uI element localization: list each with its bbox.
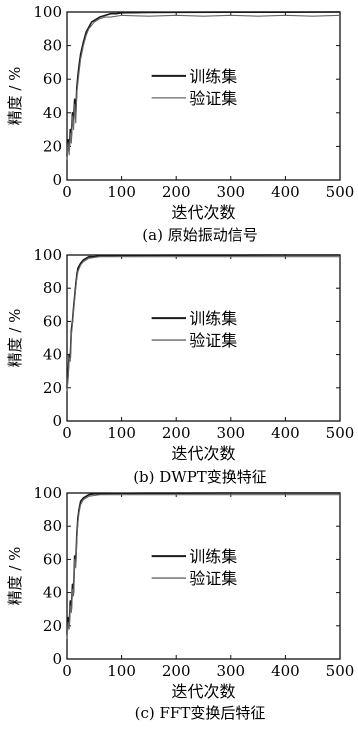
x-tick-label: 300: [216, 183, 245, 201]
legend-label: 验证集: [189, 569, 237, 588]
y-axis-label: 精度 / %: [6, 547, 24, 606]
y-axis-label: 精度 / %: [6, 67, 24, 126]
x-tick-label: 100: [107, 424, 136, 442]
y-tick-label: 80: [43, 517, 62, 535]
y-tick-label: 100: [33, 484, 62, 502]
y-tick-label: 20: [43, 379, 62, 397]
chart-caption: (b) DWPT变换特征: [133, 468, 267, 486]
x-axis-label: 迭代次数: [171, 682, 235, 701]
x-tick-label: 100: [107, 183, 136, 201]
legend-label: 训练集: [189, 67, 237, 86]
legend-label: 训练集: [189, 309, 237, 328]
y-tick-label: 0: [52, 412, 62, 430]
x-tick-label: 300: [216, 662, 245, 680]
y-tick-label: 100: [33, 3, 62, 21]
x-tick-label: 200: [162, 424, 191, 442]
x-tick-label: 0: [62, 183, 72, 201]
x-tick-label: 500: [326, 424, 355, 442]
y-tick-label: 60: [43, 70, 62, 88]
y-tick-label: 60: [43, 312, 62, 330]
x-axis-label: 迭代次数: [171, 203, 235, 222]
x-tick-label: 100: [107, 662, 136, 680]
x-tick-label: 0: [62, 424, 72, 442]
y-tick-label: 100: [33, 246, 62, 264]
legend-label: 验证集: [189, 331, 237, 350]
x-tick-label: 200: [162, 183, 191, 201]
x-tick-label: 500: [326, 183, 355, 201]
chart-caption: (a) 原始振动信号: [142, 226, 257, 244]
y-tick-label: 20: [43, 137, 62, 155]
y-tick-label: 60: [43, 550, 62, 568]
x-axis-label: 迭代次数: [171, 444, 235, 463]
x-tick-label: 500: [326, 662, 355, 680]
y-tick-label: 80: [43, 37, 62, 55]
chart-caption: (c) FFT变换后特征: [135, 704, 266, 722]
x-tick-label: 400: [271, 424, 300, 442]
legend-label: 训练集: [189, 547, 237, 566]
series-line-val: [66, 494, 340, 640]
y-tick-label: 40: [43, 104, 62, 122]
y-tick-label: 40: [43, 584, 62, 602]
y-tick-label: 0: [52, 650, 62, 668]
x-tick-label: 400: [271, 662, 300, 680]
x-tick-label: 400: [271, 183, 300, 201]
y-tick-label: 40: [43, 346, 62, 364]
x-tick-label: 0: [62, 662, 72, 680]
series-line-val: [66, 14, 341, 160]
y-axis-label: 精度 / %: [6, 309, 24, 368]
y-tick-label: 20: [43, 617, 62, 635]
series-line-val: [66, 256, 340, 392]
y-tick-label: 0: [52, 171, 62, 189]
x-tick-label: 300: [216, 424, 245, 442]
y-tick-label: 80: [43, 279, 62, 297]
x-tick-label: 200: [162, 662, 191, 680]
legend-label: 验证集: [189, 89, 237, 108]
